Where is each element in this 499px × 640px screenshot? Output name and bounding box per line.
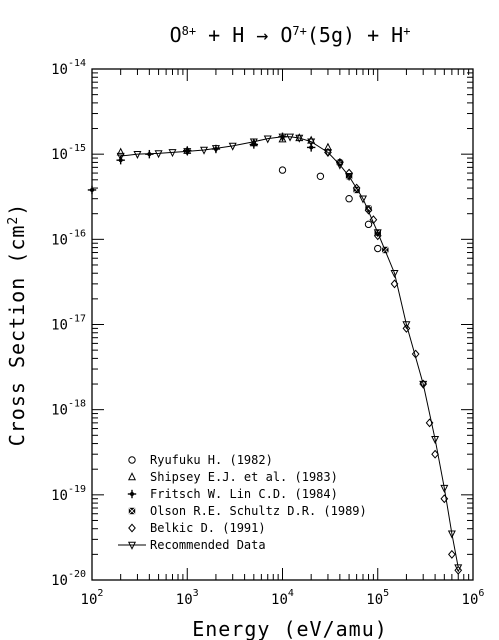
data-series xyxy=(87,132,463,575)
data-point-down-triangle xyxy=(323,149,332,158)
y-tick-label: 10-17 xyxy=(51,314,86,334)
y-tick-labels: 10-20 10-19 10-18 10-17 10-16 10-15 10-14 xyxy=(51,58,86,589)
data-point-down-triangle xyxy=(419,380,428,389)
series-5 xyxy=(116,133,463,573)
y-tick-label: 10-14 xyxy=(51,58,86,78)
data-point-diamond xyxy=(440,494,449,504)
y-axis-label: Cross Section (cm2) xyxy=(5,203,29,447)
legend-marker-circle xyxy=(128,456,136,464)
x-tick-labels: 102 103 104 105 106 xyxy=(81,588,485,608)
y-tick-label: 10-16 xyxy=(51,228,86,248)
data-point-diamond xyxy=(364,205,373,215)
data-point-down-triangle xyxy=(116,152,125,161)
x-tick-label: 106 xyxy=(462,588,485,608)
data-point-diamond xyxy=(373,231,382,241)
legend-label: Fritsch W. Lin C.D. (1984) xyxy=(150,487,338,501)
x-tick-label: 104 xyxy=(271,588,294,608)
title-part: O xyxy=(170,23,182,47)
legend-item: Olson R.E. Schultz D.R. (1989) xyxy=(128,504,367,518)
data-point-diamond xyxy=(402,323,411,333)
legend-label: Olson R.E. Schultz D.R. (1989) xyxy=(150,504,367,518)
data-point-triangle xyxy=(278,134,287,143)
data-point-down-triangle xyxy=(345,173,354,182)
y-tick-label: 10-18 xyxy=(51,399,86,419)
data-point-down-triangle xyxy=(358,195,368,204)
data-point-down-triangle xyxy=(440,484,449,493)
data-point-circle xyxy=(278,166,287,174)
legend-item: Belkic D. (1991) xyxy=(128,521,266,535)
y-tick-label: 10-19 xyxy=(51,484,86,504)
legend-marker-boxx xyxy=(128,507,136,515)
data-point-circle xyxy=(345,194,353,203)
x-tick-label: 102 xyxy=(81,588,104,608)
data-point-diamond xyxy=(335,157,344,167)
legend-item: Ryufuku H. (1982) xyxy=(128,453,273,467)
legend: Ryufuku H. (1982) Shipsey E.J. et al. (19… xyxy=(118,453,367,552)
legend-marker-plus xyxy=(127,489,137,499)
title-part: 7+ xyxy=(292,24,306,38)
data-point-down-triangle xyxy=(133,150,142,159)
y-axis-label-text: Cross Section (cm2) xyxy=(5,203,29,447)
data-point-down-triangle xyxy=(168,149,177,158)
data-point-down-triangle xyxy=(200,146,209,155)
x-tick-label: 105 xyxy=(366,588,389,608)
chart-title: O8+ + H → O7+(5g) + H+ xyxy=(170,23,411,47)
data-point-down-triangle xyxy=(211,145,220,154)
data-point-down-triangle xyxy=(307,138,316,147)
data-point-down-triangle xyxy=(373,229,382,238)
data-point-triangle xyxy=(116,147,125,156)
data-point-down-triangle xyxy=(454,564,463,573)
data-point-circle xyxy=(374,244,382,253)
data-point-diamond xyxy=(454,565,463,575)
legend-marker-triangle xyxy=(127,472,137,481)
data-point-circle xyxy=(364,220,373,229)
data-point-down-triangle xyxy=(286,133,295,142)
recommended-curve xyxy=(120,136,459,568)
data-point-down-triangle xyxy=(390,270,399,279)
legend-label: Recommended Data xyxy=(150,538,266,552)
data-point-plus xyxy=(87,185,97,195)
axis-ticks xyxy=(91,69,473,581)
data-point-down-triangle xyxy=(447,530,456,539)
data-point-down-triangle xyxy=(249,138,258,147)
y-tick-label: 10-20 xyxy=(51,569,86,589)
data-point-down-triangle xyxy=(431,436,440,445)
legend-item: Fritsch W. Lin C.D. (1984) xyxy=(127,487,338,501)
series-0 xyxy=(278,166,382,253)
title-part: 8+ xyxy=(182,24,196,38)
legend-label: Ryufuku H. (1982) xyxy=(150,453,273,467)
data-point-circle xyxy=(316,172,325,180)
data-point-down-triangle xyxy=(263,135,272,144)
legend-marker-diamond xyxy=(128,523,136,533)
data-point-down-triangle xyxy=(228,142,237,151)
title-part: (5g) + H xyxy=(307,23,403,47)
title-part: + H → O xyxy=(196,23,292,47)
data-point-triangle xyxy=(307,135,316,144)
data-point-down-triangle xyxy=(154,150,163,159)
data-point-down-triangle xyxy=(402,321,411,330)
x-axis-label: Energy (eV/amu) xyxy=(192,617,388,640)
title-text: O8+ + H → O7+(5g) + H+ xyxy=(170,23,411,47)
legend-label: Belkic D. (1991) xyxy=(150,521,266,535)
data-point-down-triangle xyxy=(335,161,344,170)
legend-marker-down-triangle xyxy=(127,541,137,550)
data-point-diamond xyxy=(448,549,456,559)
data-point-diamond xyxy=(352,183,361,193)
title-part: + xyxy=(403,24,410,38)
y-tick-label: 10-15 xyxy=(51,143,86,163)
legend-label: Shipsey E.J. et al. (1983) xyxy=(150,470,338,484)
data-point-down-triangle xyxy=(278,133,287,142)
x-tick-label: 103 xyxy=(176,588,199,608)
data-point-down-triangle xyxy=(295,134,304,143)
data-point-down-triangle xyxy=(183,148,192,157)
legend-item: Shipsey E.J. et al. (1983) xyxy=(127,470,338,484)
legend-item: Recommended Data xyxy=(118,538,266,552)
